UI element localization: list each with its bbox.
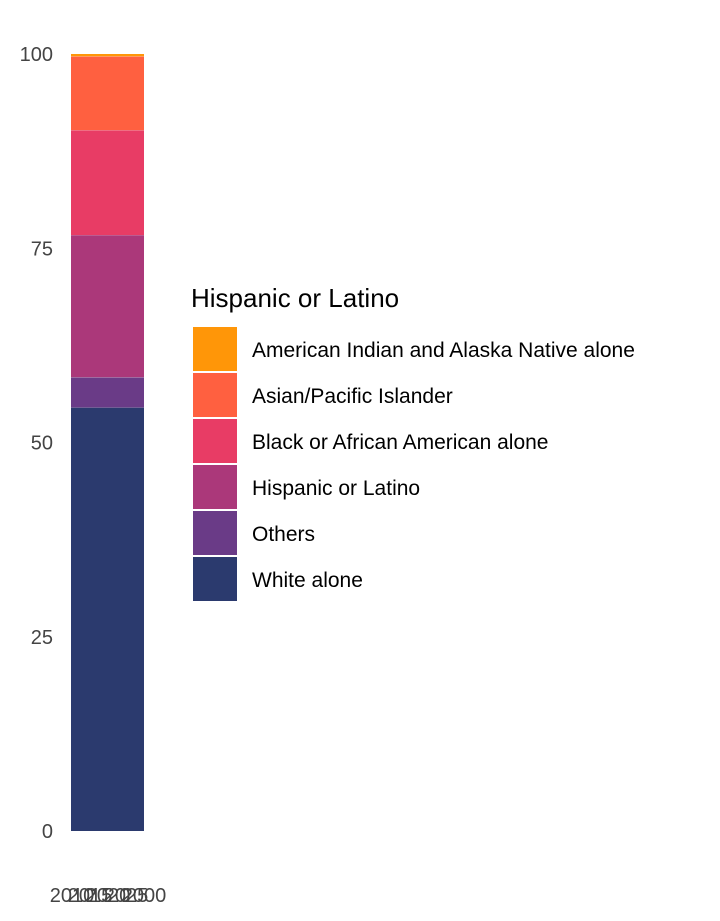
legend-item: Black or African American alone bbox=[193, 419, 548, 463]
bar-segment bbox=[71, 130, 144, 236]
legend-label: Asian/Pacific Islander bbox=[252, 385, 453, 408]
legend: Hispanic or Latino American Indian and A… bbox=[191, 283, 635, 601]
x-tick-label: 2015 bbox=[68, 885, 113, 907]
legend-label: Hispanic or Latino bbox=[252, 477, 420, 500]
legend-label: Black or African American alone bbox=[252, 431, 548, 454]
y-tick-label: 0 bbox=[42, 821, 53, 843]
x-tick-label: 2000 bbox=[122, 885, 167, 907]
x-tick-label: 2010 bbox=[50, 885, 95, 907]
x-tick-label: 2020 bbox=[86, 885, 131, 907]
stacked-bar bbox=[71, 54, 144, 831]
bar-segment bbox=[71, 407, 144, 831]
legend-swatch bbox=[193, 465, 237, 509]
bar-segment bbox=[71, 56, 144, 131]
legend-item: Asian/Pacific Islander bbox=[193, 373, 453, 417]
legend-item: Hispanic or Latino bbox=[193, 465, 420, 509]
bar-segment bbox=[71, 377, 144, 408]
legend-item: White alone bbox=[193, 557, 363, 601]
y-axis: 0 25 50 75 100 bbox=[20, 44, 53, 843]
y-tick-label: 100 bbox=[20, 44, 53, 66]
legend-swatch bbox=[193, 557, 237, 601]
y-tick-label: 50 bbox=[31, 433, 53, 455]
y-tick-label: 75 bbox=[31, 238, 53, 260]
legend-item: Others bbox=[193, 511, 315, 555]
legend-swatch bbox=[193, 373, 237, 417]
bar-segment bbox=[71, 235, 144, 378]
legend-swatch bbox=[193, 419, 237, 463]
legend-title: Hispanic or Latino bbox=[191, 283, 399, 313]
y-tick-label: 25 bbox=[31, 627, 53, 649]
legend-swatch bbox=[193, 327, 237, 371]
legend-swatch bbox=[193, 511, 237, 555]
legend-item: American Indian and Alaska Native alone bbox=[193, 327, 635, 371]
x-tick-label: 2025 bbox=[104, 885, 149, 907]
legend-label: White alone bbox=[252, 569, 363, 592]
legend-label: Others bbox=[252, 523, 315, 546]
bar-segment bbox=[71, 54, 144, 57]
legend-label: American Indian and Alaska Native alone bbox=[252, 339, 635, 362]
